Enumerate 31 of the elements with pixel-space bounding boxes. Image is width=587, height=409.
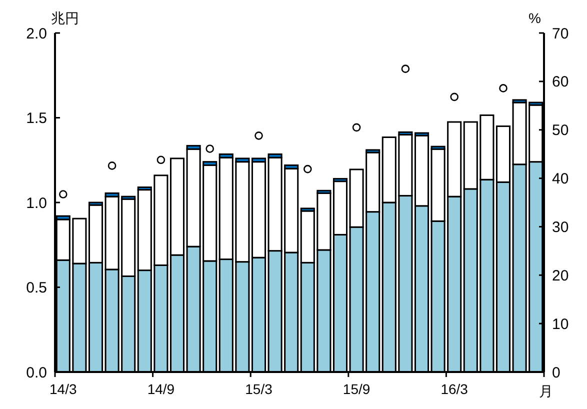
y2-tick-label: 50 xyxy=(552,122,569,140)
point xyxy=(206,144,214,153)
y2-tick-label: 0 xyxy=(552,364,560,382)
point xyxy=(108,162,116,170)
y2-tick-label: 60 xyxy=(552,74,569,91)
x-tick-label: 15/3 xyxy=(245,381,273,397)
y2-tick-label: 30 xyxy=(552,218,569,236)
point xyxy=(156,156,166,164)
y-tick-label: 0.0 xyxy=(26,364,47,382)
y-tick-label: 2.0 xyxy=(26,25,47,42)
y2-tick-label: 20 xyxy=(552,267,569,284)
y-tick-label: 1.0 xyxy=(26,194,47,212)
point xyxy=(499,84,508,92)
y-axis-title: 兆円 xyxy=(51,10,79,26)
point xyxy=(304,164,312,174)
x-axis-title: 月 xyxy=(539,383,553,399)
y-tick-label: 0.5 xyxy=(26,280,47,296)
x-tick-label: 14/9 xyxy=(147,381,175,397)
point xyxy=(401,64,410,73)
y2-tick-label: 40 xyxy=(552,170,569,188)
point xyxy=(450,92,458,102)
y2-tick-label: 10 xyxy=(552,316,569,333)
y2-axis-title: % xyxy=(528,10,541,26)
point xyxy=(254,132,263,140)
point xyxy=(59,190,68,198)
y2-tick-label: 70 xyxy=(552,25,569,42)
point xyxy=(352,123,361,132)
y-tick-label: 1.5 xyxy=(26,110,47,127)
x-tick-label: 15/9 xyxy=(342,381,370,397)
x-tick-label: 14/3 xyxy=(50,381,77,397)
x-tick-label: 16/3 xyxy=(440,381,468,397)
